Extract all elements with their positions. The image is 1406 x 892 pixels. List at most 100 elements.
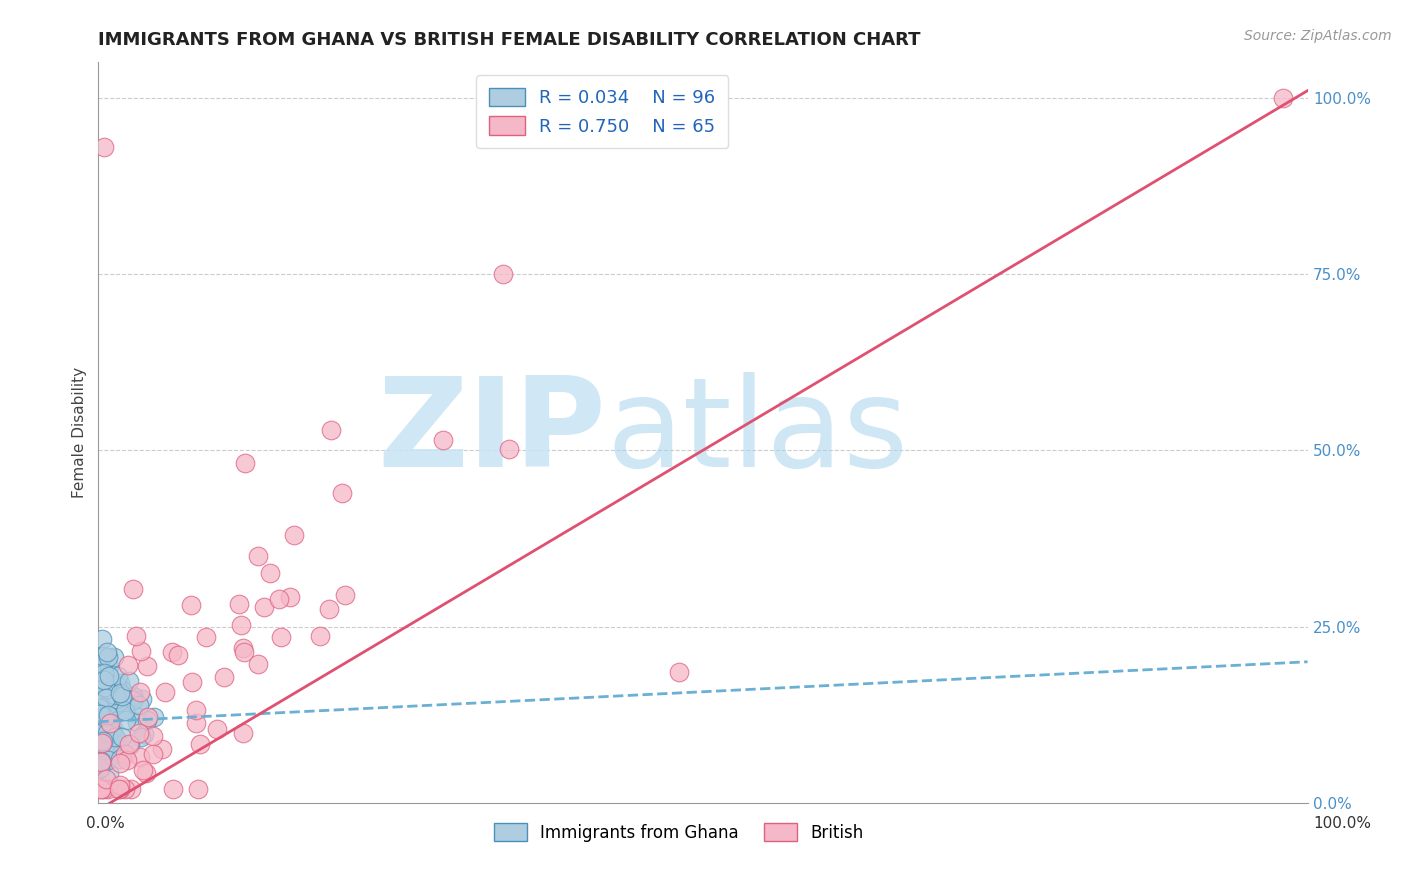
Text: Source: ZipAtlas.com: Source: ZipAtlas.com [1244, 29, 1392, 43]
Point [89, 663, 111, 677]
Point [110, 689, 132, 703]
Point [90, 632, 112, 647]
Point [91, 736, 114, 750]
Point [184, 715, 207, 730]
Point [100, 743, 122, 757]
Point [96, 681, 118, 696]
Point [228, 597, 250, 611]
Point [180, 675, 202, 690]
Point [91, 656, 114, 670]
Point [188, 738, 211, 752]
Point [129, 684, 152, 698]
Point [160, 645, 183, 659]
Point [142, 747, 165, 762]
Point [333, 588, 356, 602]
Point [96, 706, 118, 721]
Point [93, 781, 115, 796]
Point [97, 695, 120, 709]
Point [108, 751, 131, 765]
Point [283, 527, 305, 541]
Point [94, 689, 117, 703]
Point [107, 699, 129, 714]
Point [117, 658, 139, 673]
Point [114, 704, 136, 718]
Point [98, 766, 121, 780]
Point [114, 781, 136, 796]
Point [104, 730, 127, 744]
Point [114, 698, 136, 713]
Point [90, 781, 112, 796]
Point [110, 778, 132, 792]
Point [91, 721, 114, 735]
Point [131, 644, 153, 658]
Point [107, 669, 129, 683]
Point [233, 645, 256, 659]
Point [96, 676, 118, 690]
Point [97, 753, 120, 767]
Point [89, 761, 111, 775]
Point [110, 686, 132, 700]
Point [93, 731, 115, 745]
Point [89, 683, 111, 698]
Point [195, 630, 218, 644]
Point [120, 738, 142, 752]
Point [93, 725, 115, 739]
Point [98, 698, 121, 712]
Point [94, 671, 117, 685]
Point [229, 618, 252, 632]
Point [187, 781, 209, 796]
Point [93, 739, 115, 754]
Point [96, 715, 118, 730]
Point [90, 781, 112, 796]
Point [90, 733, 112, 747]
Point [129, 731, 152, 745]
Point [432, 434, 454, 448]
Point [129, 750, 152, 764]
Point [122, 582, 145, 596]
Point [105, 679, 128, 693]
Point [136, 659, 159, 673]
Point [247, 657, 270, 671]
Point [89, 706, 111, 721]
Point [91, 648, 114, 663]
Point [103, 649, 125, 664]
Point [96, 726, 118, 740]
Point [105, 733, 128, 747]
Point [93, 140, 115, 154]
Point [114, 747, 136, 761]
Point [96, 723, 118, 738]
Point [186, 703, 208, 717]
Point [136, 713, 159, 727]
Point [128, 698, 150, 712]
Point [153, 684, 176, 698]
Point [90, 673, 112, 688]
Point [108, 781, 131, 796]
Point [98, 658, 121, 673]
Point [100, 731, 122, 746]
Point [104, 689, 127, 703]
Point [103, 684, 125, 698]
Point [668, 665, 690, 680]
Point [90, 713, 112, 727]
Point [98, 750, 121, 764]
Point [118, 673, 141, 688]
Point [152, 741, 174, 756]
Text: 100.0%: 100.0% [1313, 816, 1372, 830]
Point [166, 648, 188, 662]
Point [1272, 91, 1295, 105]
Point [91, 734, 114, 748]
Point [97, 714, 120, 728]
Point [104, 692, 127, 706]
Point [89, 722, 111, 736]
Point [498, 442, 520, 456]
Point [96, 716, 118, 731]
Point [89, 701, 111, 715]
Point [89, 762, 111, 776]
Point [108, 703, 131, 717]
Point [107, 781, 129, 796]
Point [132, 727, 155, 741]
Point [94, 743, 117, 757]
Point [232, 641, 254, 656]
Point [93, 673, 115, 687]
Point [120, 781, 142, 796]
